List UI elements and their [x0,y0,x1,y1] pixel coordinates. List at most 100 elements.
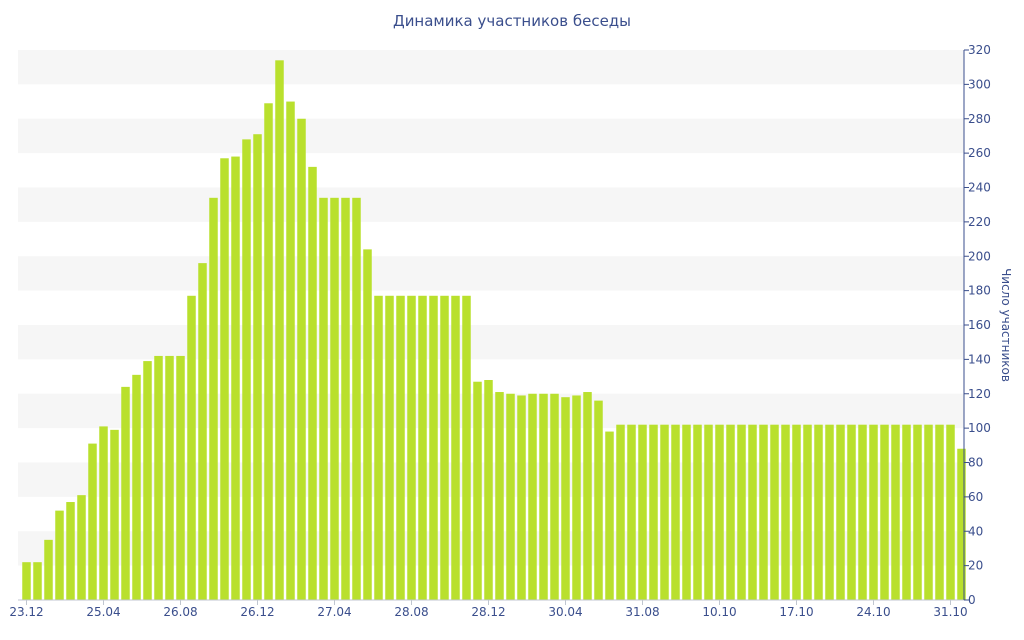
bar[interactable] [825,424,834,600]
bar[interactable] [44,539,53,600]
bar[interactable] [726,424,735,600]
y-tick-label: 80 [968,456,983,470]
bar[interactable] [539,393,548,600]
bar[interactable] [231,156,240,600]
bar[interactable] [847,424,856,600]
grid-band [18,187,964,222]
bar[interactable] [33,562,42,600]
bar[interactable] [770,424,779,600]
bar[interactable] [264,103,273,600]
bar[interactable] [110,429,119,600]
y-tick-label: 20 [968,559,983,573]
bar[interactable] [275,60,284,600]
x-tick-label: 28.08 [394,605,428,619]
y-tick-label: 160 [968,318,991,332]
bar[interactable] [187,295,196,600]
bar[interactable] [352,197,361,600]
bar[interactable] [396,295,405,600]
bar[interactable] [880,424,889,600]
bar[interactable] [473,381,482,600]
bar[interactable] [902,424,911,600]
bar[interactable] [836,424,845,600]
bar[interactable] [792,424,801,600]
bar[interactable] [209,197,218,600]
bar[interactable] [55,510,64,600]
bar[interactable] [759,424,768,600]
bar[interactable] [660,424,669,600]
bar[interactable] [385,295,394,600]
x-tick-label: 23.12 [9,605,43,619]
bar[interactable] [693,424,702,600]
bar[interactable] [528,393,537,600]
bar[interactable] [583,392,592,600]
bar[interactable] [99,426,108,600]
bar[interactable] [748,424,757,600]
bar[interactable] [704,424,713,600]
bars [22,60,966,600]
bar[interactable] [858,424,867,600]
bar[interactable] [286,101,295,600]
bar[interactable] [957,448,966,600]
bar[interactable] [891,424,900,600]
bar[interactable] [451,295,460,600]
bar[interactable] [429,295,438,600]
bar[interactable] [341,197,350,600]
bar[interactable] [814,424,823,600]
bar[interactable] [121,386,130,600]
grid-bands [18,50,964,566]
bar[interactable] [550,393,559,600]
bar[interactable] [165,355,174,600]
bar[interactable] [484,380,493,600]
bar[interactable] [561,397,570,600]
bar[interactable] [77,495,86,600]
bar[interactable] [143,361,152,600]
bar[interactable] [253,134,262,600]
chart-title: Динамика участников беседы [392,12,632,30]
bar[interactable] [616,424,625,600]
bar[interactable] [220,158,229,600]
grid-band [18,118,964,154]
bar[interactable] [363,249,372,600]
bar[interactable] [737,424,746,600]
bar[interactable] [671,424,680,600]
bar[interactable] [935,424,944,600]
bar[interactable] [605,431,614,600]
bar[interactable] [330,197,339,600]
bar[interactable] [66,502,75,600]
bar[interactable] [154,355,163,600]
bar[interactable] [682,424,691,600]
bar[interactable] [638,424,647,600]
bar[interactable] [319,197,328,600]
bar[interactable] [924,424,933,600]
y-tick-label: 240 [968,181,991,195]
bar[interactable] [308,166,317,600]
bar[interactable] [495,392,504,600]
bar[interactable] [132,374,141,600]
bar[interactable] [781,424,790,600]
bar[interactable] [407,295,416,600]
bar[interactable] [913,424,922,600]
bar[interactable] [572,395,581,600]
bar[interactable] [517,395,526,600]
bar[interactable] [803,424,812,600]
bar[interactable] [946,424,955,600]
bar[interactable] [594,400,603,600]
bar[interactable] [198,263,207,600]
bar[interactable] [440,295,449,600]
y-tick-label: 200 [968,249,991,263]
bar[interactable] [176,355,185,600]
bar[interactable] [715,424,724,600]
bar[interactable] [242,139,251,600]
y-tick-label: 140 [968,352,991,366]
bar[interactable] [869,424,878,600]
bar[interactable] [88,443,97,600]
bar[interactable] [506,393,515,600]
bar[interactable] [462,295,471,600]
bar[interactable] [418,295,427,600]
bar[interactable] [374,295,383,600]
bar[interactable] [297,118,306,600]
x-tick-label: 27.04 [317,605,351,619]
bar[interactable] [649,424,658,600]
bar[interactable] [22,562,31,600]
bar[interactable] [627,424,636,600]
